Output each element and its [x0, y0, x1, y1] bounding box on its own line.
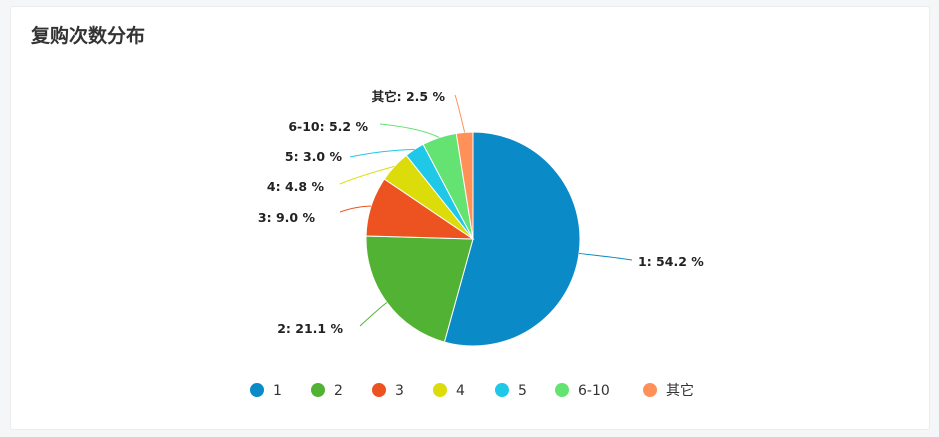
leader-line-7 — [454, 94, 466, 133]
legend-marker-1 — [250, 383, 264, 397]
leader-line-2 — [359, 302, 388, 327]
pie-slice-2[interactable] — [365, 235, 474, 343]
slice-labels: 1: 54.2 % 2: 21.1 % 3: 9.0 % 4: 4.8 % 5: 3.0… — [258, 89, 704, 336]
slice-label-4: 4: 4.8 % — [267, 179, 325, 194]
leader-line-5 — [349, 148, 415, 158]
legend-marker-4 — [433, 383, 447, 397]
legend-item-2[interactable]: 2 — [311, 383, 343, 399]
legend-label-3: 3 — [395, 383, 404, 399]
legend-label-1: 1 — [273, 383, 282, 399]
legend-label-4: 4 — [456, 383, 465, 399]
legend-label-5: 5 — [518, 383, 527, 399]
pie-slice-1[interactable] — [443, 131, 581, 347]
slice-label-5: 5: 3.0 % — [285, 149, 343, 164]
legend-item-3[interactable]: 3 — [372, 383, 404, 399]
legend-marker-3 — [372, 383, 386, 397]
slice-label-2: 2: 21.1 % — [277, 321, 343, 336]
leader-lines — [339, 94, 633, 327]
chart-title: 复购次数分布 — [31, 25, 146, 47]
legend-item-7[interactable]: 其它 — [643, 382, 694, 399]
pie-slices — [365, 131, 581, 347]
legend-item-1[interactable]: 1 — [250, 383, 282, 399]
legend-marker-2 — [311, 383, 325, 397]
slice-label-3: 3: 9.0 % — [258, 210, 316, 225]
leader-line-4 — [339, 165, 395, 185]
leader-line-1 — [578, 252, 633, 261]
legend-label-6: 6-10 — [578, 383, 610, 399]
legend-item-6[interactable]: 6-10 — [555, 383, 610, 399]
legend-marker-7 — [643, 383, 657, 397]
legend-item-4[interactable]: 4 — [433, 383, 465, 399]
slice-label-6: 6-10: 5.2 % — [288, 119, 368, 134]
legend-marker-6 — [555, 383, 569, 397]
slice-label-7: 其它: 2.5 % — [372, 89, 446, 104]
slice-label-1: 1: 54.2 % — [638, 254, 704, 269]
legend-label-2: 2 — [334, 383, 343, 399]
legend-label-7: 其它 — [666, 382, 694, 399]
leader-line-6 — [379, 123, 440, 138]
legend-marker-5 — [495, 383, 509, 397]
legend-item-5[interactable]: 5 — [495, 383, 527, 399]
leader-line-3 — [339, 205, 372, 213]
legend[interactable]: 1 2 3 4 5 6-10 其它 — [250, 382, 694, 399]
